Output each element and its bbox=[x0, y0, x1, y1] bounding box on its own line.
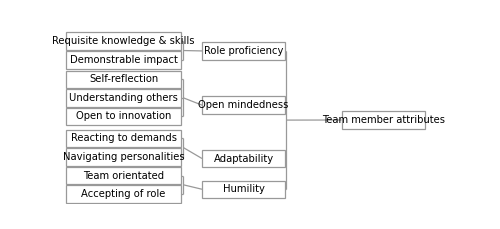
FancyBboxPatch shape bbox=[66, 89, 180, 106]
Text: Understanding others: Understanding others bbox=[69, 93, 178, 103]
FancyBboxPatch shape bbox=[202, 96, 285, 114]
Text: Team member attributes: Team member attributes bbox=[322, 115, 444, 125]
FancyBboxPatch shape bbox=[66, 185, 180, 203]
FancyBboxPatch shape bbox=[66, 167, 180, 184]
Text: Demonstrable impact: Demonstrable impact bbox=[70, 55, 178, 65]
FancyBboxPatch shape bbox=[202, 42, 285, 60]
FancyBboxPatch shape bbox=[66, 71, 180, 88]
FancyBboxPatch shape bbox=[202, 150, 285, 167]
FancyBboxPatch shape bbox=[66, 51, 180, 68]
FancyBboxPatch shape bbox=[66, 33, 180, 50]
Text: Requisite knowledge & skills: Requisite knowledge & skills bbox=[52, 36, 195, 46]
FancyBboxPatch shape bbox=[66, 108, 180, 125]
Text: Navigating personalities: Navigating personalities bbox=[62, 152, 184, 162]
Text: Reacting to demands: Reacting to demands bbox=[70, 133, 176, 143]
FancyBboxPatch shape bbox=[66, 130, 180, 147]
Text: Open to innovation: Open to innovation bbox=[76, 112, 171, 121]
Text: Role proficiency: Role proficiency bbox=[204, 46, 284, 56]
FancyBboxPatch shape bbox=[202, 180, 285, 198]
Text: Humility: Humility bbox=[222, 184, 264, 194]
Text: Adaptability: Adaptability bbox=[214, 153, 274, 164]
Text: Open mindedness: Open mindedness bbox=[198, 100, 289, 110]
Text: Self-reflection: Self-reflection bbox=[89, 74, 158, 84]
Text: Team orientated: Team orientated bbox=[83, 171, 164, 180]
FancyBboxPatch shape bbox=[66, 148, 180, 166]
FancyBboxPatch shape bbox=[342, 111, 425, 129]
Text: Accepting of role: Accepting of role bbox=[82, 189, 166, 199]
